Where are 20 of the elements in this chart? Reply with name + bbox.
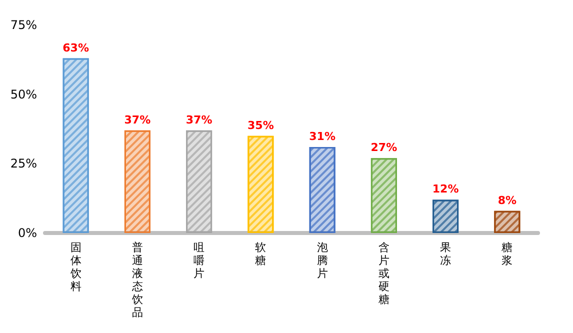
x-tick-label: 咀嚼片 xyxy=(194,241,205,280)
y-tick-label: 0% xyxy=(18,226,37,240)
data-label: 8% xyxy=(498,194,517,207)
y-tick-label: 75% xyxy=(10,18,37,32)
data-label: 37% xyxy=(124,113,151,126)
x-tick-label: 含片或硬糖 xyxy=(378,241,390,306)
y-tick-label: 50% xyxy=(10,87,37,102)
x-tick-label: 普通液态饮品 xyxy=(130,241,143,319)
x-tick-label: 果冻 xyxy=(440,241,452,267)
x-tick-label: 糖浆 xyxy=(502,241,513,267)
data-label: 35% xyxy=(248,118,274,132)
data-label: 31% xyxy=(309,130,336,144)
data-label: 27% xyxy=(370,141,398,154)
x-tick-label: 泡腾片 xyxy=(316,241,328,280)
data-label: 63% xyxy=(62,41,89,54)
y-tick-label: 25% xyxy=(10,156,37,171)
x-tick-label: 固体饮料 xyxy=(69,241,82,293)
data-label: 37% xyxy=(186,113,212,126)
data-label: 12% xyxy=(432,182,459,196)
x-tick-label: 软糖 xyxy=(255,241,266,267)
